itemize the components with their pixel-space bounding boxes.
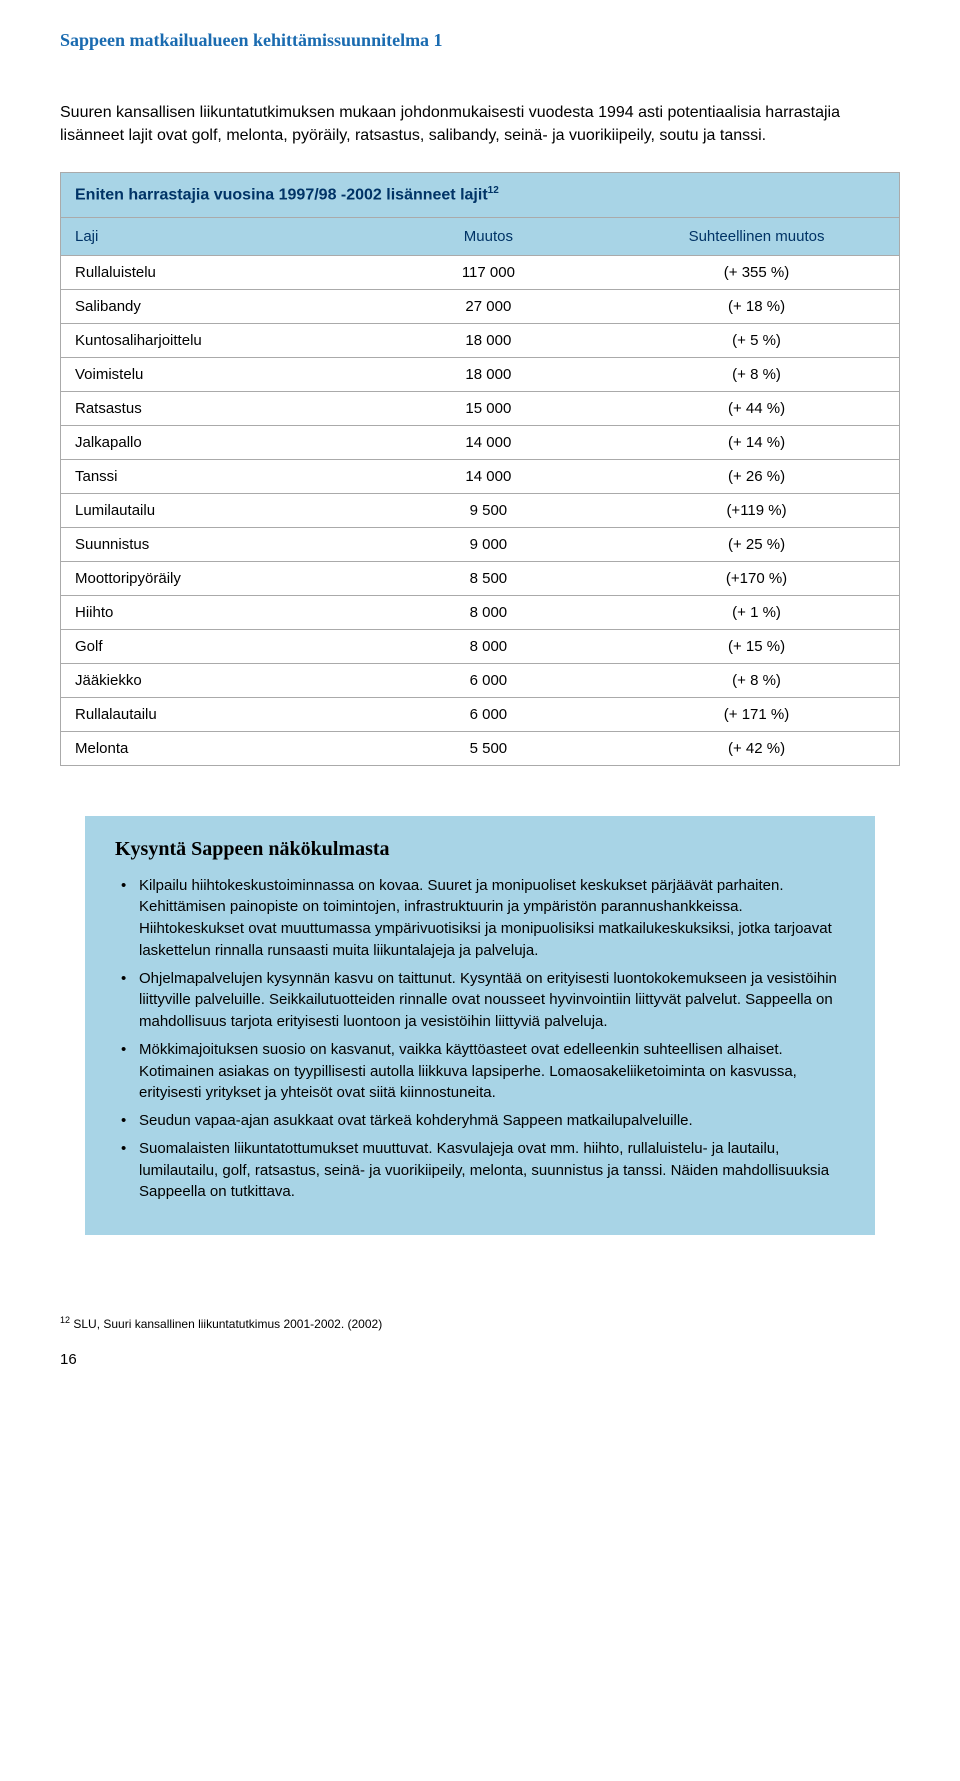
cell-suhteellinen: (+ 15 %): [614, 629, 899, 663]
footnote-text: SLU, Suuri kansallinen liikuntatutkimus …: [70, 1317, 382, 1331]
cell-laji: Suunnistus: [61, 527, 363, 561]
cell-laji: Ratsastus: [61, 391, 363, 425]
list-item: Seudun vapaa-ajan asukkaat ovat tärkeä k…: [115, 1110, 845, 1132]
cell-suhteellinen: (+ 42 %): [614, 731, 899, 765]
table-row: Moottoripyöräily8 500(+170 %): [61, 561, 899, 595]
table-title-sup: 12: [488, 185, 499, 196]
table-row: Melonta5 500(+ 42 %): [61, 731, 899, 765]
footnote: 12 SLU, Suuri kansallinen liikuntatutkim…: [60, 1315, 900, 1331]
list-item: Kilpailu hiihtokeskustoiminnassa on kova…: [115, 875, 845, 962]
cell-muutos: 18 000: [363, 357, 614, 391]
cell-laji: Moottoripyöräily: [61, 561, 363, 595]
cell-laji: Kuntosaliharjoittelu: [61, 323, 363, 357]
cell-laji: Jalkapallo: [61, 425, 363, 459]
cell-muutos: 27 000: [363, 289, 614, 323]
cell-muutos: 117 000: [363, 255, 614, 289]
table-row: Golf8 000(+ 15 %): [61, 629, 899, 663]
cell-laji: Melonta: [61, 731, 363, 765]
col-muutos: Muutos: [363, 218, 614, 256]
box-list: Kilpailu hiihtokeskustoiminnassa on kova…: [115, 875, 845, 1204]
table-row: Voimistelu18 000(+ 8 %): [61, 357, 899, 391]
cell-suhteellinen: (+ 1 %): [614, 595, 899, 629]
table-title: Eniten harrastajia vuosina 1997/98 -2002…: [61, 173, 899, 217]
cell-laji: Hiihto: [61, 595, 363, 629]
table-row: Hiihto8 000(+ 1 %): [61, 595, 899, 629]
cell-suhteellinen: (+ 8 %): [614, 357, 899, 391]
table-row: Jalkapallo14 000(+ 14 %): [61, 425, 899, 459]
table-row: Suunnistus9 000(+ 25 %): [61, 527, 899, 561]
cell-suhteellinen: (+ 5 %): [614, 323, 899, 357]
cell-muutos: 15 000: [363, 391, 614, 425]
cell-suhteellinen: (+ 171 %): [614, 697, 899, 731]
list-item: Ohjelmapalvelujen kysynnän kasvu on tait…: [115, 968, 845, 1033]
table-row: Salibandy27 000(+ 18 %): [61, 289, 899, 323]
table-title-text: Eniten harrastajia vuosina 1997/98 -2002…: [75, 187, 488, 204]
cell-muutos: 6 000: [363, 663, 614, 697]
cell-muutos: 6 000: [363, 697, 614, 731]
table-row: Jääkiekko6 000(+ 8 %): [61, 663, 899, 697]
cell-suhteellinen: (+ 8 %): [614, 663, 899, 697]
cell-suhteellinen: (+119 %): [614, 493, 899, 527]
cell-muutos: 9 000: [363, 527, 614, 561]
list-item: Mökkimajoituksen suosio on kasvanut, vai…: [115, 1039, 845, 1104]
col-suhteellinen: Suhteellinen muutos: [614, 218, 899, 256]
cell-laji: Rullaluistelu: [61, 255, 363, 289]
cell-muutos: 8 000: [363, 629, 614, 663]
cell-laji: Voimistelu: [61, 357, 363, 391]
col-laji: Laji: [61, 218, 363, 256]
table-row: Rullaluistelu117 000(+ 355 %): [61, 255, 899, 289]
page-number: 16: [60, 1351, 900, 1368]
table-row: Rullalautailu6 000(+ 171 %): [61, 697, 899, 731]
cell-muutos: 8 000: [363, 595, 614, 629]
list-item: Suomalaisten liikuntatottumukset muuttuv…: [115, 1138, 845, 1203]
sports-table: Laji Muutos Suhteellinen muutos Rullalui…: [61, 218, 899, 765]
cell-laji: Lumilautailu: [61, 493, 363, 527]
cell-muutos: 18 000: [363, 323, 614, 357]
table-container: Eniten harrastajia vuosina 1997/98 -2002…: [60, 172, 900, 765]
cell-laji: Salibandy: [61, 289, 363, 323]
cell-muutos: 5 500: [363, 731, 614, 765]
footnote-sup: 12: [60, 1315, 70, 1325]
cell-suhteellinen: (+ 44 %): [614, 391, 899, 425]
cell-laji: Golf: [61, 629, 363, 663]
cell-muutos: 8 500: [363, 561, 614, 595]
table-row: Kuntosaliharjoittelu18 000(+ 5 %): [61, 323, 899, 357]
cell-muutos: 14 000: [363, 425, 614, 459]
cell-laji: Rullalautailu: [61, 697, 363, 731]
cell-suhteellinen: (+ 355 %): [614, 255, 899, 289]
highlight-box: Kysyntä Sappeen näkökulmasta Kilpailu hi…: [85, 816, 875, 1236]
table-row: Tanssi14 000(+ 26 %): [61, 459, 899, 493]
cell-suhteellinen: (+170 %): [614, 561, 899, 595]
cell-laji: Jääkiekko: [61, 663, 363, 697]
cell-suhteellinen: (+ 14 %): [614, 425, 899, 459]
table-row: Ratsastus15 000(+ 44 %): [61, 391, 899, 425]
cell-suhteellinen: (+ 26 %): [614, 459, 899, 493]
table-row: Lumilautailu9 500(+119 %): [61, 493, 899, 527]
cell-muutos: 14 000: [363, 459, 614, 493]
table-header-row: Laji Muutos Suhteellinen muutos: [61, 218, 899, 256]
cell-suhteellinen: (+ 18 %): [614, 289, 899, 323]
page-header: Sappeen matkailualueen kehittämissuunnit…: [60, 30, 900, 51]
intro-paragraph: Suuren kansallisen liikuntatutkimuksen m…: [60, 101, 900, 147]
cell-laji: Tanssi: [61, 459, 363, 493]
cell-muutos: 9 500: [363, 493, 614, 527]
box-title: Kysyntä Sappeen näkökulmasta: [115, 838, 845, 861]
table-body: Rullaluistelu117 000(+ 355 %)Salibandy27…: [61, 255, 899, 765]
cell-suhteellinen: (+ 25 %): [614, 527, 899, 561]
